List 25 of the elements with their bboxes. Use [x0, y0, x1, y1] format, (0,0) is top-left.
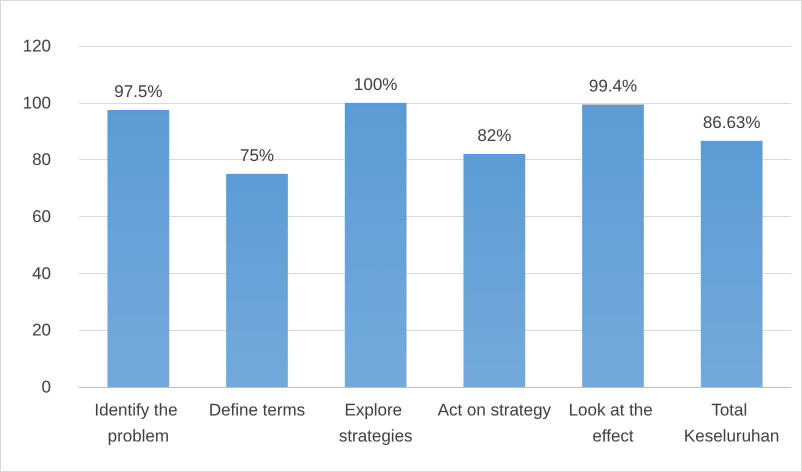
y-tick-label: 20	[32, 320, 51, 340]
data-label: 99.4%	[588, 76, 638, 96]
x-tick-label: Act on strategy	[438, 400, 552, 420]
bar	[582, 104, 644, 387]
x-tick-label: Total Keseluruhan	[684, 400, 780, 446]
y-tick-label: 80	[32, 150, 51, 170]
y-tick-label: 60	[32, 207, 51, 226]
bar	[700, 140, 763, 387]
x-tick-label: Identify the problem	[94, 400, 182, 446]
bar	[107, 110, 170, 387]
y-tick-label: 120	[22, 36, 51, 56]
y-tick-label: 100	[22, 93, 51, 112]
data-label: 97.5%	[114, 82, 162, 101]
bar	[463, 154, 526, 387]
y-tick-label: 40	[32, 264, 51, 283]
data-label: 82%	[477, 126, 512, 145]
bar	[226, 174, 288, 387]
x-tick-label: Define terms	[208, 400, 306, 420]
data-label: 100%	[354, 74, 398, 94]
bar	[344, 102, 407, 387]
data-label: 86.63%	[702, 112, 761, 132]
x-tick-label: Explore strategies	[338, 400, 413, 446]
data-label: 75%	[240, 146, 274, 165]
x-tick-label: Look at the effect	[568, 400, 658, 446]
y-tick-label: 0	[42, 378, 51, 396]
